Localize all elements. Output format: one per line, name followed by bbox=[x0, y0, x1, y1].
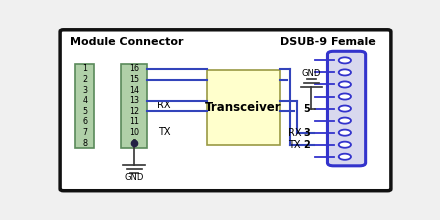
Circle shape bbox=[339, 94, 351, 100]
Text: 1: 1 bbox=[82, 64, 87, 73]
Text: 3: 3 bbox=[303, 128, 310, 138]
Text: 6: 6 bbox=[82, 117, 87, 126]
Circle shape bbox=[339, 57, 351, 63]
Bar bbox=[207, 70, 280, 145]
Bar bbox=[76, 64, 94, 148]
Circle shape bbox=[339, 117, 351, 124]
Text: 14: 14 bbox=[129, 86, 139, 95]
Circle shape bbox=[339, 154, 351, 160]
Text: RX: RX bbox=[288, 128, 301, 138]
Text: TX: TX bbox=[288, 140, 301, 150]
Text: GND: GND bbox=[302, 69, 321, 78]
Text: Transceiver: Transceiver bbox=[205, 101, 282, 114]
Text: 10: 10 bbox=[129, 128, 139, 137]
Text: 11: 11 bbox=[129, 117, 139, 126]
Text: GND: GND bbox=[125, 173, 144, 182]
Text: 2: 2 bbox=[82, 75, 88, 84]
Text: 2: 2 bbox=[303, 140, 310, 150]
Circle shape bbox=[339, 69, 351, 75]
Text: TX: TX bbox=[158, 127, 170, 137]
Circle shape bbox=[339, 142, 351, 148]
Text: 3: 3 bbox=[82, 86, 87, 95]
Text: 8: 8 bbox=[82, 139, 87, 148]
Text: RX: RX bbox=[158, 100, 171, 110]
Circle shape bbox=[339, 81, 351, 88]
Circle shape bbox=[339, 106, 351, 112]
Text: 4: 4 bbox=[82, 96, 87, 105]
Bar bbox=[121, 64, 147, 148]
Text: DSUB-9 Female: DSUB-9 Female bbox=[280, 37, 376, 47]
Text: 9: 9 bbox=[132, 139, 137, 148]
Text: 16: 16 bbox=[129, 64, 139, 73]
Circle shape bbox=[339, 130, 351, 136]
Text: 5: 5 bbox=[303, 104, 310, 114]
FancyBboxPatch shape bbox=[60, 30, 391, 191]
Text: Module Connector: Module Connector bbox=[70, 37, 183, 47]
FancyBboxPatch shape bbox=[327, 51, 366, 166]
Text: 13: 13 bbox=[129, 96, 139, 105]
Text: 15: 15 bbox=[129, 75, 139, 84]
Text: 12: 12 bbox=[129, 107, 139, 116]
Text: 5: 5 bbox=[82, 107, 88, 116]
Text: 7: 7 bbox=[82, 128, 88, 137]
